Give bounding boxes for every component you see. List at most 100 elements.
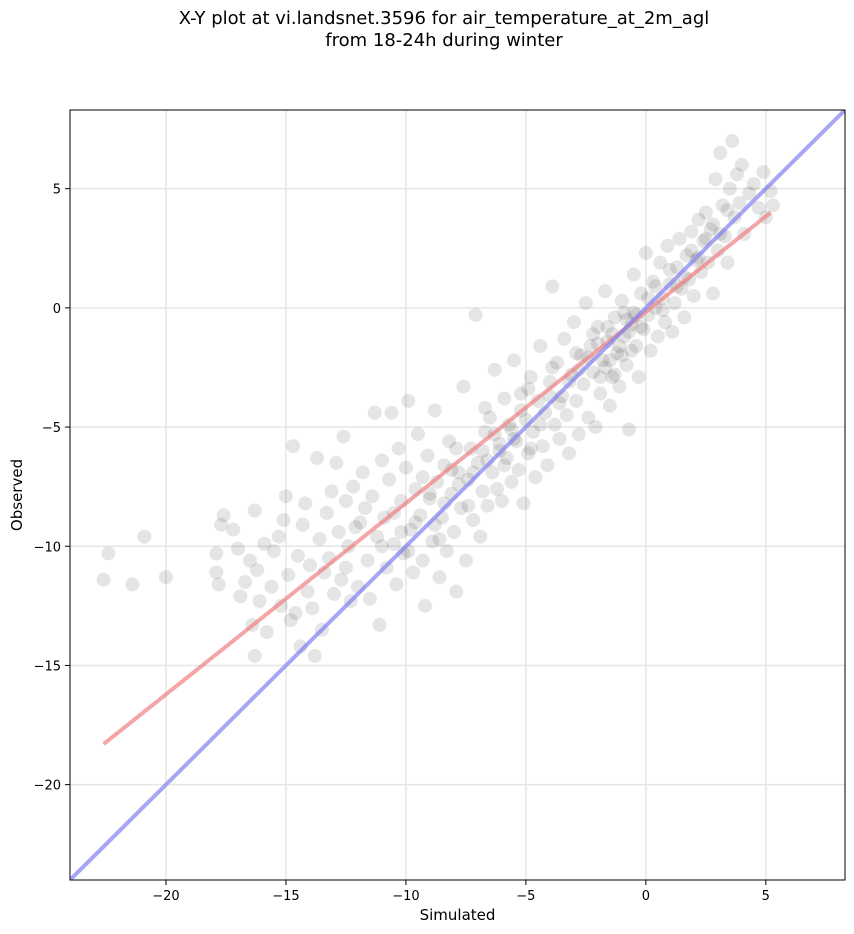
data-point	[624, 343, 639, 358]
data-point	[583, 339, 598, 354]
data-point	[646, 274, 661, 289]
data-point	[358, 501, 373, 516]
data-point	[638, 246, 653, 261]
data-point	[461, 498, 476, 513]
data-point	[586, 327, 601, 342]
data-point	[432, 570, 447, 585]
data-point	[389, 577, 404, 592]
x-tick-label: 0	[642, 889, 650, 904]
data-point	[686, 288, 701, 303]
data-point	[264, 579, 279, 594]
data-point	[209, 565, 224, 580]
data-point	[746, 176, 761, 191]
data-point	[425, 534, 440, 549]
data-point	[281, 567, 296, 582]
data-point	[706, 217, 721, 232]
data-point	[691, 212, 706, 227]
data-point	[310, 451, 325, 466]
data-point	[502, 417, 517, 432]
data-point	[528, 470, 543, 485]
data-point	[497, 391, 512, 406]
data-point	[610, 346, 625, 361]
data-point	[286, 439, 301, 454]
data-point	[319, 505, 334, 520]
data-point	[497, 458, 512, 473]
data-point	[504, 422, 519, 437]
data-point	[468, 308, 483, 323]
data-point	[672, 231, 687, 246]
data-point	[370, 529, 385, 544]
data-point	[602, 353, 617, 368]
data-point	[593, 369, 608, 384]
data-point	[504, 474, 519, 489]
data-point	[602, 398, 617, 413]
data-point	[158, 570, 173, 585]
data-point	[238, 575, 253, 590]
data-point	[485, 465, 500, 480]
data-point	[470, 455, 485, 470]
data-point	[382, 472, 397, 487]
data-point	[300, 584, 315, 599]
data-point	[346, 479, 361, 494]
data-point	[209, 546, 224, 561]
data-point	[442, 434, 457, 449]
data-point	[302, 558, 317, 573]
data-point	[348, 520, 363, 535]
data-point	[576, 377, 591, 392]
data-point	[278, 489, 293, 504]
data-point	[230, 541, 245, 556]
data-point	[473, 529, 488, 544]
x-tick-label: 5	[762, 889, 770, 904]
data-point	[276, 513, 291, 528]
data-point	[386, 536, 401, 551]
data-point	[101, 546, 116, 561]
data-point	[374, 539, 389, 554]
data-point	[566, 315, 581, 330]
data-point	[338, 560, 353, 575]
data-point	[569, 393, 584, 408]
data-point	[334, 572, 349, 587]
data-point	[305, 601, 320, 616]
scatter-points	[96, 133, 781, 663]
data-point	[298, 496, 313, 511]
data-point	[499, 451, 514, 466]
data-point	[588, 420, 603, 435]
data-point	[374, 453, 389, 468]
data-point	[715, 198, 730, 213]
data-point	[684, 224, 699, 239]
data-point	[535, 439, 550, 454]
chart-title-line-2: from 18-24h during winter	[325, 30, 563, 51]
plot-frame	[69, 109, 846, 881]
data-point	[362, 591, 377, 606]
data-point	[250, 563, 265, 578]
data-point	[391, 441, 406, 456]
data-point	[607, 310, 622, 325]
data-point	[211, 577, 226, 592]
data-point	[545, 279, 560, 294]
data-point	[706, 286, 721, 301]
grid-lines	[70, 110, 845, 880]
data-point	[552, 431, 567, 446]
data-point	[600, 319, 615, 334]
data-point	[523, 369, 538, 384]
data-point	[605, 369, 620, 384]
data-point	[751, 200, 766, 215]
y-tick-label: −5	[42, 421, 61, 436]
data-point	[725, 133, 740, 148]
data-point	[458, 553, 473, 568]
data-point	[607, 367, 622, 382]
axis-ticks: −20 −15 −10 −5 0 5 −20 −15 −10 −5 0 5	[34, 183, 770, 904]
data-point	[490, 482, 505, 497]
data-point	[454, 501, 469, 516]
data-point	[636, 322, 651, 337]
y-tick-label: −15	[34, 659, 61, 674]
data-point	[422, 486, 437, 501]
data-point	[329, 455, 344, 470]
data-point	[456, 379, 471, 394]
data-point	[288, 606, 303, 621]
data-point	[384, 405, 399, 420]
x-tick-label: −10	[392, 889, 419, 904]
data-point	[398, 460, 413, 475]
data-point	[521, 381, 536, 396]
x-tick-label: −20	[152, 889, 179, 904]
